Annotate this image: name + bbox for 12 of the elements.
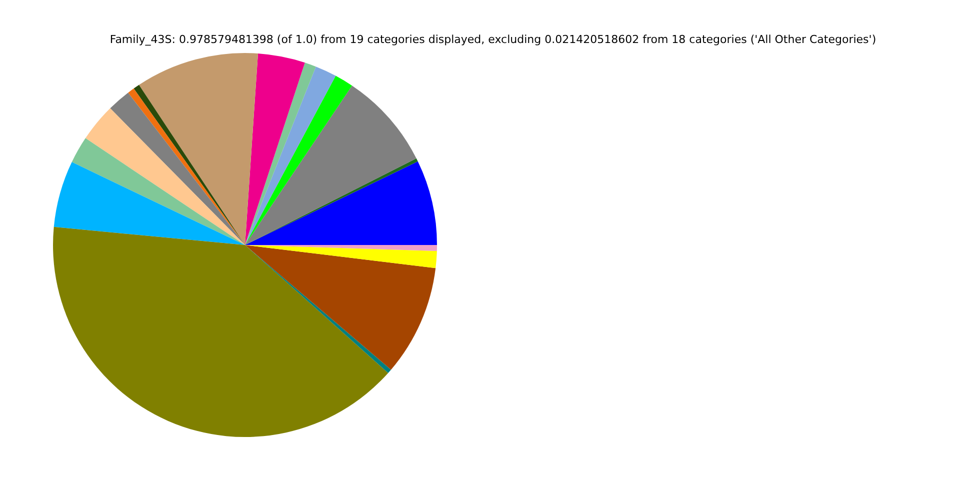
text: Family_43S: 0.978579481398 (of 1.0) from 19 categories displayed, excluding 0.021420518602 from 18 categories ('All Other Categories') xyxy=(110,33,876,46)
pie-slice xyxy=(245,62,316,245)
pie-slice xyxy=(245,66,336,245)
pie-slice xyxy=(245,245,437,268)
pie-slice xyxy=(53,226,388,437)
pie-slice xyxy=(85,108,245,245)
pie-slice xyxy=(138,53,258,245)
pie-slice xyxy=(245,53,305,245)
pie-slice xyxy=(72,138,245,245)
pie-slice xyxy=(54,162,245,245)
pie-slice xyxy=(245,76,352,245)
pie-slice xyxy=(245,245,436,370)
